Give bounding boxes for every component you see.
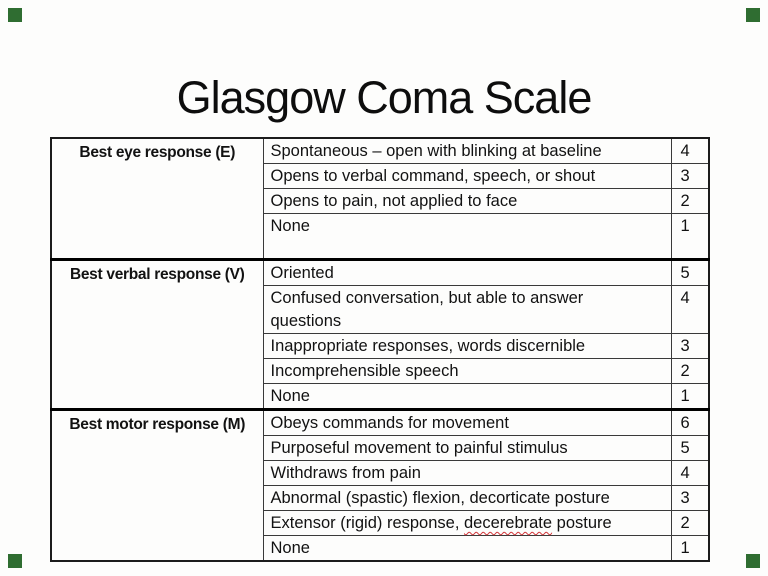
- criterion-cell: Opens to pain, not applied to face: [262, 188, 672, 214]
- table-row: Incomprehensible speech 2: [51, 358, 710, 384]
- criterion-cell: Opens to verbal command, speech, or shou…: [262, 163, 672, 189]
- score-cell: 4: [670, 137, 710, 164]
- score-cell: 2: [670, 188, 710, 214]
- score-cell: 3: [670, 163, 710, 189]
- corner-marker-bottom-right: [746, 554, 760, 568]
- score-cell: 3: [670, 333, 710, 359]
- corner-marker-top-right: [746, 8, 760, 22]
- score-cell: 1: [670, 213, 710, 260]
- score-cell: 3: [670, 485, 710, 511]
- section-label-verbal: Best verbal response (V): [50, 258, 264, 410]
- score-cell: 4: [670, 460, 710, 486]
- table-row: Extensor (rigid) response, decerebrate p…: [51, 510, 710, 536]
- slide-title: Glasgow Coma Scale: [176, 72, 593, 124]
- table-row: None 1: [51, 535, 710, 562]
- criterion-text-after: posture: [552, 514, 612, 532]
- score-cell: 1: [670, 535, 710, 562]
- table-row: Opens to verbal command, speech, or shou…: [51, 163, 710, 189]
- score-cell: 5: [670, 435, 710, 461]
- criterion-cell: Spontaneous – open with blinking at base…: [262, 137, 672, 164]
- score-cell: 1: [670, 383, 710, 410]
- criterion-cell: Withdraws from pain: [262, 460, 672, 486]
- glasgow-coma-scale-table: Best eye response (E) Spontaneous – open…: [50, 137, 710, 562]
- corner-marker-top-left: [8, 8, 22, 22]
- criterion-cell: Oriented: [262, 258, 672, 286]
- table-row: Withdraws from pain 4: [51, 460, 710, 486]
- table-row: None 1: [51, 383, 710, 410]
- corner-marker-bottom-left: [8, 554, 22, 568]
- criterion-cell: Extensor (rigid) response, decerebrate p…: [262, 510, 672, 536]
- criterion-cell: Abnormal (spastic) flexion, decorticate …: [262, 485, 672, 511]
- criterion-cell: Obeys commands for movement: [262, 408, 672, 436]
- criterion-cell: Purposeful movement to painful stimulus: [262, 435, 672, 461]
- table-row: Purposeful movement to painful stimulus …: [51, 435, 710, 461]
- section-label-motor: Best motor response (M): [50, 408, 264, 562]
- score-cell: 2: [670, 510, 710, 536]
- table-row: Confused conversation, but able to answe…: [51, 285, 710, 334]
- score-cell: 2: [670, 358, 710, 384]
- table-row: Inappropriate responses, words discernib…: [51, 333, 710, 359]
- criterion-cell: None: [262, 383, 672, 410]
- table-row: None 1: [51, 213, 710, 260]
- score-cell: 6: [670, 408, 710, 436]
- table-row: Best verbal response (V) Oriented 5: [50, 258, 710, 410]
- criterion-cell: Incomprehensible speech: [262, 358, 672, 384]
- criterion-cell: None: [262, 213, 672, 260]
- criterion-cell: Inappropriate responses, words discernib…: [262, 333, 672, 359]
- table-row: Best motor response (M) Obeys commands f…: [50, 408, 710, 562]
- table-row: Best eye response (E) Spontaneous – open…: [50, 137, 710, 260]
- criterion-text-before: Extensor (rigid) response,: [270, 514, 464, 532]
- misspelled-word: decerebrate: [464, 514, 553, 532]
- criterion-cell: Confused conversation, but able to answe…: [262, 285, 672, 334]
- score-cell: 5: [670, 258, 710, 286]
- section-label-eye: Best eye response (E): [50, 137, 264, 260]
- criterion-cell: None: [262, 535, 672, 562]
- score-cell: 4: [670, 285, 710, 334]
